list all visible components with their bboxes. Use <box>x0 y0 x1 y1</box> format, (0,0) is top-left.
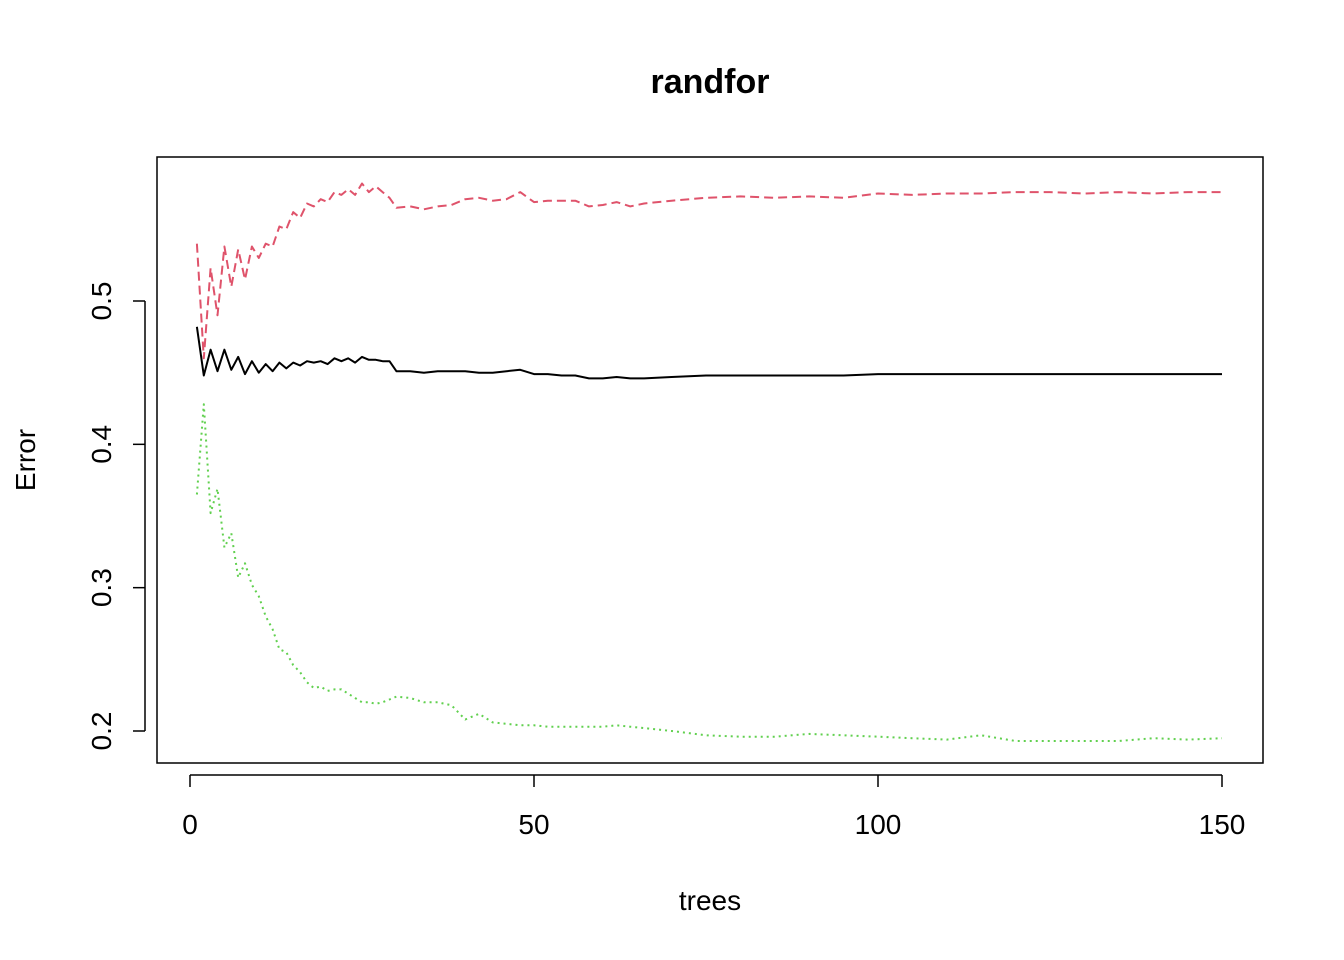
y-tick-label: 0.3 <box>86 568 117 607</box>
y-axis: 0.2 0.3 0.4 0.5 <box>86 282 146 751</box>
class-2-error-line <box>195 403 1223 742</box>
oob-error-line <box>195 326 1222 380</box>
x-axis: 0 50 100 150 <box>182 774 1246 840</box>
y-tick-label: 0.5 <box>86 282 117 321</box>
x-tick-label: 50 <box>518 809 549 840</box>
class-1-error-line <box>195 182 1222 360</box>
x-tick-label: 100 <box>855 809 902 840</box>
series-layer <box>195 182 1223 742</box>
y-axis-label: Error <box>10 429 41 491</box>
chart-title: randfor <box>651 63 770 101</box>
y-tick-label: 0.2 <box>86 712 117 751</box>
y-tick-label: 0.4 <box>86 425 117 464</box>
x-axis-label: trees <box>679 885 741 916</box>
x-tick-label: 0 <box>182 809 198 840</box>
plot-frame <box>156 156 1264 764</box>
x-tick-label: 150 <box>1199 809 1246 840</box>
